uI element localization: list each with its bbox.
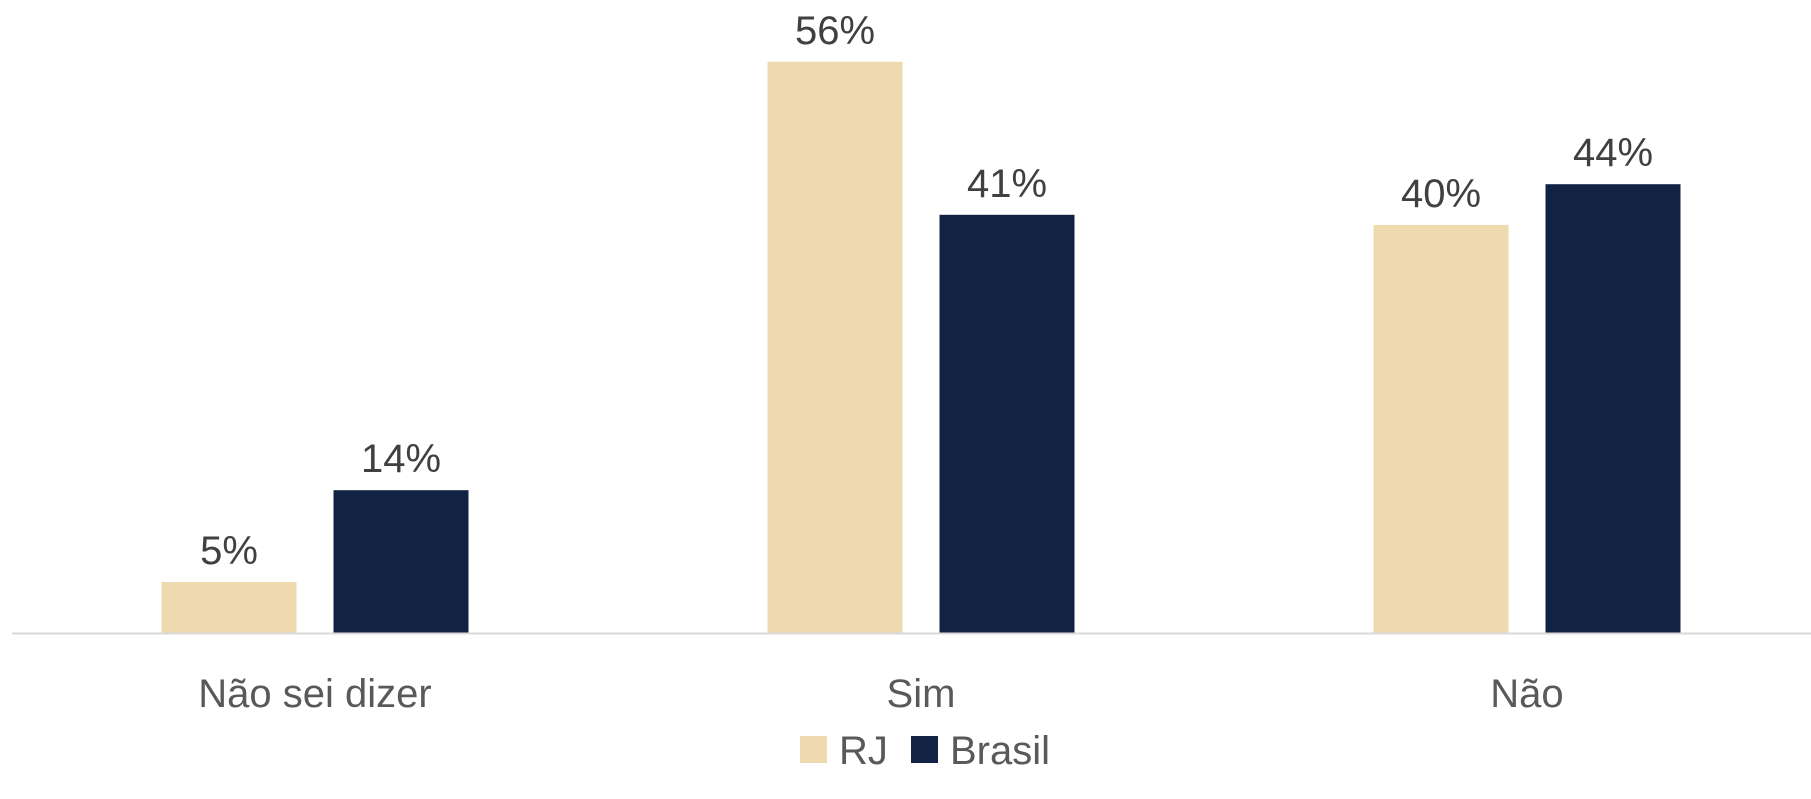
bar-brasil-sim: [939, 214, 1075, 634]
category-label-sim: Sim: [887, 672, 956, 716]
data-label-brasil-nao-sei-dizer: 14%: [361, 437, 441, 481]
legend: RJ Brasil: [800, 729, 1050, 773]
data-labels-layer: 5% 14% 56% 41% 40% 44%: [200, 9, 1653, 573]
bar-brasil-nao: [1545, 184, 1681, 633]
legend-item-rj: RJ: [800, 729, 888, 773]
category-label-nao: Não: [1490, 672, 1563, 716]
legend-swatch-rj: [800, 736, 827, 763]
bar-brasil-nao-sei-dizer: [333, 490, 469, 633]
bar-rj-nao: [1373, 225, 1509, 633]
legend-item-brasil: Brasil: [911, 729, 1050, 773]
legend-swatch-brasil: [911, 736, 938, 763]
data-label-brasil-nao: 44%: [1573, 131, 1653, 175]
data-label-brasil-sim: 41%: [967, 162, 1047, 206]
category-label-nao-sei-dizer: Não sei dizer: [198, 672, 431, 716]
data-label-rj-sim: 56%: [795, 9, 875, 53]
data-label-rj-nao: 40%: [1401, 172, 1481, 216]
data-label-rj-nao-sei-dizer: 5%: [200, 529, 258, 573]
bars-layer: [161, 61, 1681, 634]
bar-rj-sim: [767, 61, 903, 634]
category-labels-layer: Não sei dizer Sim Não: [198, 672, 1563, 716]
bar-rj-nao-sei-dizer: [161, 582, 297, 633]
legend-label-brasil: Brasil: [950, 729, 1050, 773]
legend-label-rj: RJ: [839, 729, 888, 773]
